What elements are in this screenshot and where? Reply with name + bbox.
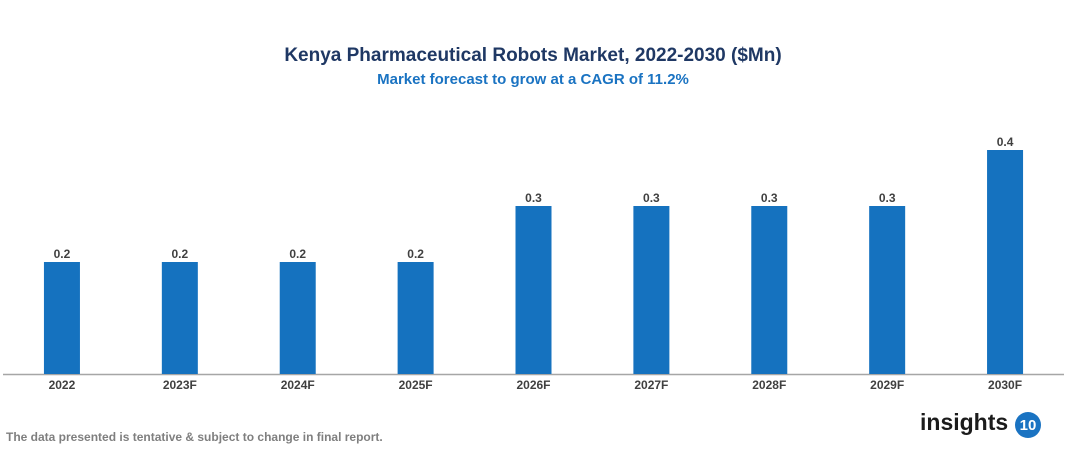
value-label: 0.2: [289, 247, 306, 261]
bar: [869, 206, 906, 374]
chart-title: Kenya Pharmaceutical Robots Market, 2022…: [284, 45, 781, 66]
value-label: 0.2: [407, 247, 424, 261]
bar: [633, 206, 670, 374]
value-label: 0.3: [643, 191, 660, 205]
x-tick-label: 2025F: [399, 378, 433, 392]
footnote: The data presented is tentative & subjec…: [6, 430, 383, 444]
value-label: 0.2: [171, 247, 188, 261]
logo-badge-text: 10: [1020, 417, 1037, 434]
value-label: 0.4: [997, 135, 1014, 149]
x-tick-label: 2029F: [870, 378, 904, 392]
chart-subtitle: Market forecast to grow at a CAGR of 11.…: [377, 71, 689, 88]
x-tick-label: 2026F: [516, 378, 550, 392]
bar: [279, 262, 316, 374]
x-tick-label: 2023F: [163, 378, 197, 392]
bar: [397, 262, 434, 374]
logo-text: insights: [920, 409, 1008, 435]
bar: [43, 262, 80, 374]
x-tick-label: 2024F: [281, 378, 315, 392]
value-label: 0.3: [525, 191, 542, 205]
bar: [161, 262, 198, 374]
x-tick-label: 2022: [49, 378, 76, 392]
value-label: 0.3: [761, 191, 778, 205]
x-tick-label: 2027F: [634, 378, 668, 392]
value-label: 0.2: [54, 247, 71, 261]
x-tick-label: 2028F: [752, 378, 786, 392]
bar: [751, 206, 788, 374]
logo-badge: [1015, 412, 1041, 438]
value-label: 0.3: [879, 191, 896, 205]
x-tick-label: 2030F: [988, 378, 1022, 392]
bar: [987, 150, 1024, 374]
bar: [515, 206, 552, 374]
